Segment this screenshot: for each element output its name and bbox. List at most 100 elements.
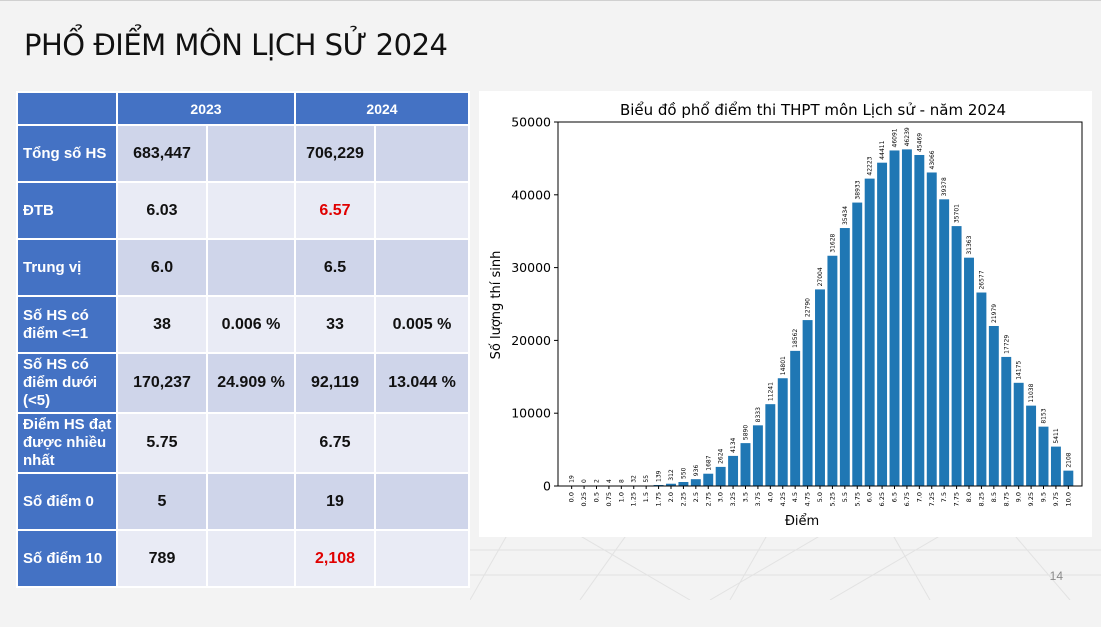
x-tick-label: 0.0 [568,492,576,502]
bar-value-label: 32 [631,475,638,483]
bar-value-label: 21979 [991,304,998,323]
value-2023: 5.75 [116,412,208,474]
percent-2023 [206,124,296,183]
bar [864,178,875,486]
bar [964,257,974,486]
bar [976,292,987,486]
x-tick-label: 1.75 [655,492,663,506]
value-2023: 170,237 [116,352,208,414]
y-tick-label: 50000 [511,115,551,130]
bar [914,154,925,487]
value-2024: 92,119 [294,352,376,414]
bar-value-label: 43066 [929,150,936,169]
percent-2023 [206,412,296,474]
table-row: Tổng số HS 683,447 706,229 [16,124,470,183]
top-border-line [0,0,1101,1]
bar-value-label: 8153 [1041,408,1048,423]
percent-2023: 0.006 % [206,295,296,354]
row-label: Số điểm 0 [16,472,118,531]
percent-2024: 13.044 % [374,352,470,414]
value-2023: 5 [116,472,208,531]
value-2023: 789 [116,529,208,588]
x-tick-label: 4.25 [779,492,787,506]
bar-value-label: 550 [680,467,687,479]
bar [653,484,664,486]
bar-value-label: 38933 [854,180,861,199]
value-2024: 2,108 [294,529,376,588]
bar [728,455,739,486]
bar [839,228,850,487]
percent-2023 [206,238,296,297]
bar [901,149,912,486]
bar [703,473,714,486]
bar-value-label: 1687 [705,455,712,470]
bar-value-label: 312 [668,469,675,481]
bar-value-label: 45469 [916,133,923,152]
bar-value-label: 0 [581,479,588,483]
bar-value-label: 11038 [1028,383,1035,402]
value-2023: 683,447 [116,124,208,183]
bar-value-label: 2 [593,479,600,483]
x-tick-label: 0.75 [605,492,613,506]
x-tick-label: 3.75 [754,492,762,506]
x-tick-label: 8.75 [1002,492,1010,506]
chart-y-axis-label: Số lượng thí sinh [489,251,504,360]
x-tick-label: 1.0 [617,492,625,502]
row-label: ĐTB [16,181,118,240]
bar-value-label: 22790 [805,298,812,317]
bar [1026,405,1037,486]
x-tick-label: 0.5 [592,492,600,502]
header-2023: 2023 [116,91,296,126]
bar [678,482,689,486]
percent-2023 [206,529,296,588]
row-label: Điểm HS đạt được nhiều nhất [16,412,118,474]
bar [1001,356,1012,486]
bar-value-label: 5411 [1053,428,1060,443]
table-row: Số điểm 0 5 19 [16,472,470,531]
row-label: Số HS có điểm <=1 [16,295,118,354]
percent-2024 [374,472,470,531]
value-2023: 6.03 [116,181,208,240]
bar-value-label: 11241 [767,382,774,401]
bar [815,289,825,486]
y-tick-label: 20000 [511,333,551,348]
bar [715,466,726,486]
page-number: 14 [1049,569,1063,583]
bar [988,325,999,486]
x-tick-label: 7.0 [915,492,923,502]
bar-value-label: 2108 [1065,452,1072,467]
x-tick-label: 7.75 [953,492,961,506]
bar-value-label: 31628 [829,233,836,252]
x-tick-label: 9.75 [1052,492,1060,506]
x-tick-label: 2.5 [692,492,700,502]
table-row: Số HS có điểm <=1 38 0.006 % 33 0.005 % [16,295,470,354]
x-tick-label: 4.75 [804,492,812,506]
bar [765,404,776,486]
x-tick-label: 2.25 [679,492,687,506]
x-tick-label: 6.5 [891,492,899,502]
value-2024: 19 [294,472,376,531]
y-tick-label: 30000 [511,260,551,275]
bar-value-label: 4 [606,479,613,483]
row-label: Tổng số HS [16,124,118,183]
bar-value-label: 14175 [1016,361,1023,380]
x-tick-label: 8.25 [977,492,985,506]
x-tick-label: 1.5 [642,492,650,502]
bar-value-label: 46239 [904,127,911,146]
percent-2024 [374,412,470,474]
bar-value-label: 139 [656,470,663,482]
x-tick-label: 9.25 [1027,492,1035,506]
bar-value-label: 5890 [743,425,750,440]
bar [926,172,937,486]
table-row: ĐTB 6.03 6.57 [16,181,470,240]
bar [777,378,788,486]
x-tick-label: 0.25 [580,492,588,506]
bar-value-label: 55 [643,475,650,483]
value-2024: 6.75 [294,412,376,474]
bar-value-label: 2624 [718,448,725,463]
x-tick-label: 5.75 [853,492,861,506]
row-label: Trung vị [16,238,118,297]
row-label: Số điểm 10 [16,529,118,588]
table-header-row: 2023 2024 [16,91,470,126]
histogram-chart: Biểu đồ phổ điểm thi THPT môn Lịch sử - … [489,101,1083,529]
